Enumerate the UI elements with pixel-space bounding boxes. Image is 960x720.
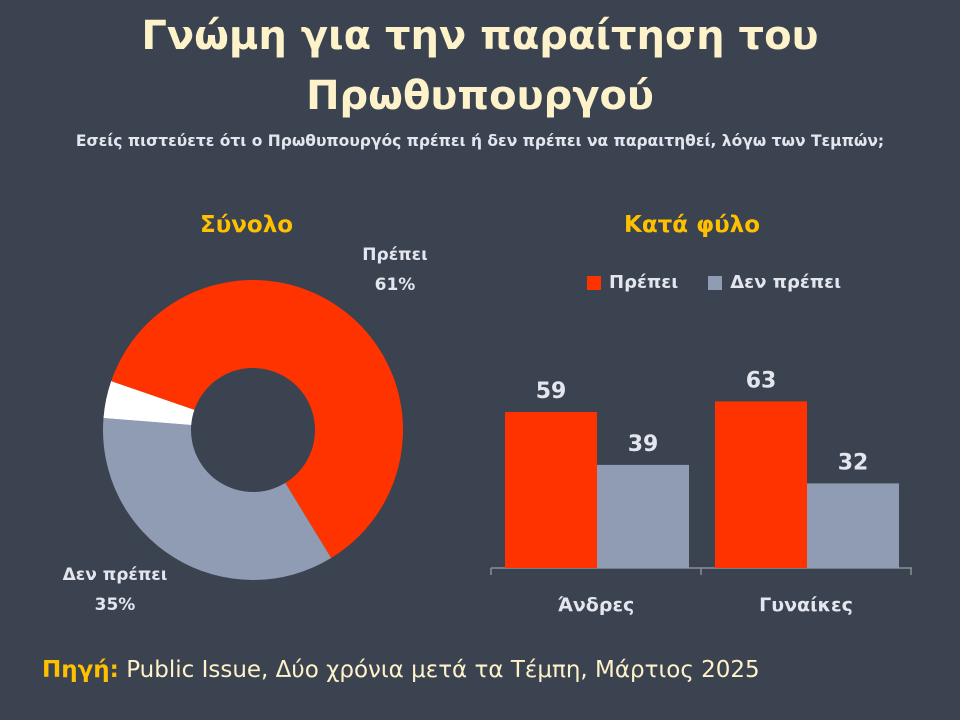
bar-0-0	[505, 412, 597, 568]
legend-swatch-should	[587, 275, 601, 290]
bar-0-1	[597, 464, 689, 568]
legend-swatch-should-not	[708, 275, 723, 290]
category-label: Γυναίκες	[759, 594, 853, 616]
donut-slice-2	[103, 381, 195, 426]
bar-1-1	[807, 483, 899, 568]
donut-title: Σύνολο	[200, 212, 294, 238]
donut-slice-0	[111, 280, 404, 559]
donut-label-should-not: Δεν πρέπει 35%	[62, 565, 168, 615]
bar-value-label: 39	[628, 432, 659, 457]
bar-value-label: 32	[838, 450, 869, 475]
donut-label-should: Πρέπει 61%	[362, 245, 428, 295]
bar-title: Κατά φύλο	[624, 212, 760, 238]
bar-value-label: 59	[536, 379, 567, 404]
bar-value-label: 63	[746, 368, 777, 393]
legend: Πρέπει Δεν πρέπει	[587, 272, 841, 293]
source-note: Πηγή: Public Issue, Δύο χρόνια μετά τα Τ…	[42, 657, 760, 683]
donut-slice-1	[103, 417, 332, 580]
chart-subtitle: Εσείς πιστεύετε ότι ο Πρωθυπουργός πρέπε…	[75, 132, 885, 150]
chart-title: Γνώμη για την παραίτηση του Πρωθυπουργού	[141, 13, 819, 119]
legend-label-should: Πρέπει	[609, 272, 679, 293]
bar-1-0	[715, 401, 807, 568]
category-label: Άνδρες	[558, 594, 635, 616]
legend-label-should-not: Δεν πρέπει	[730, 272, 842, 293]
